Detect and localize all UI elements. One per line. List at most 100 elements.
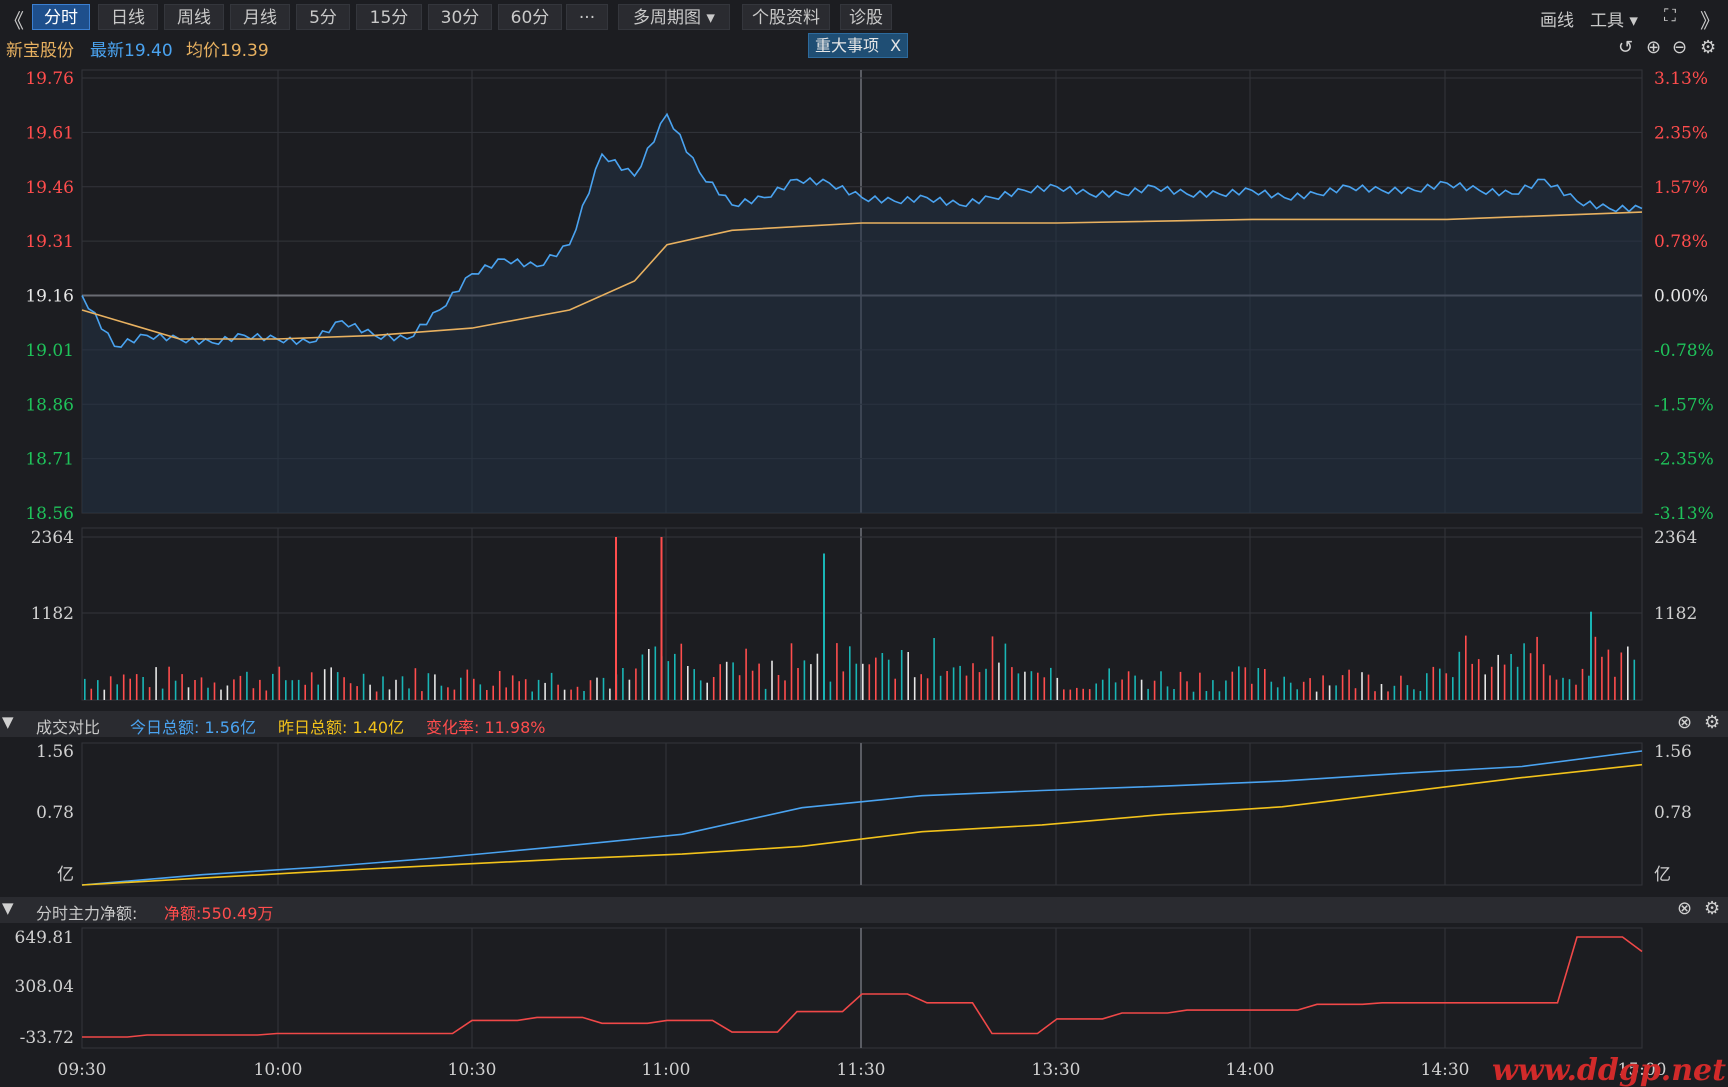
volume-bar: [1088, 689, 1091, 700]
zoom-in-icon[interactable]: ⊕: [1646, 37, 1662, 58]
mainflow-settings-icon[interactable]: ⚙: [1704, 898, 1721, 919]
volume-bar: [343, 677, 345, 700]
volume-bar: [965, 675, 968, 700]
fullscreen-icon[interactable]: ⛶: [1664, 6, 1676, 26]
volume-bar: [1354, 688, 1357, 700]
price-tick-label: 18.56: [25, 504, 74, 524]
settings-gear-icon[interactable]: ⚙: [1700, 37, 1717, 58]
tab-9[interactable]: 多周期图 ▾: [618, 4, 730, 30]
volume-bar: [1555, 679, 1558, 700]
tab-7[interactable]: 60分: [498, 4, 562, 30]
volume-bar: [946, 671, 948, 700]
zoom-out-icon[interactable]: ⊖: [1672, 37, 1688, 58]
volume-bar: [1140, 679, 1143, 700]
volume-bar: [1108, 668, 1110, 700]
volume-bar: [1614, 676, 1616, 700]
volume-bar: [771, 660, 773, 700]
change-rate: 变化率: 11.98%: [426, 718, 546, 737]
tab-0[interactable]: 分时: [32, 4, 90, 30]
close-turnover-icon[interactable]: ⊗: [1677, 712, 1693, 733]
close-mainflow-icon[interactable]: ⊗: [1677, 898, 1693, 919]
volume-bar: [894, 678, 896, 700]
tab-8[interactable]: ···: [566, 4, 608, 30]
tab-5[interactable]: 15分: [356, 4, 422, 30]
volume-bar: [1400, 675, 1402, 700]
volume-bar: [842, 671, 845, 700]
tab-6[interactable]: 30分: [428, 4, 492, 30]
mainflow-header: [0, 897, 1728, 923]
volume-bar: [1607, 649, 1610, 700]
volume-bar: [576, 686, 579, 700]
major-event-tag[interactable]: 重大事项 X: [808, 33, 909, 58]
volume-bar: [1257, 668, 1260, 700]
collapse-turnover-icon[interactable]: ▼: [2, 713, 14, 731]
price-tick-label: 19.61: [25, 123, 74, 143]
volume-bar: [492, 685, 494, 700]
volume-bar: [330, 667, 332, 700]
volume-peak-bar: [1590, 611, 1592, 700]
volume-bar: [667, 661, 670, 700]
volume-bar: [479, 684, 482, 700]
volume-bar: [362, 673, 365, 700]
tab-3[interactable]: 月线: [230, 4, 290, 30]
volume-bar: [265, 690, 268, 700]
volume-bar: [1497, 654, 1499, 700]
next-arrow[interactable]: 》: [1700, 9, 1720, 33]
volume-bar: [122, 674, 125, 700]
tab-10[interactable]: 个股资料: [742, 4, 830, 30]
volume-bar: [336, 672, 339, 700]
volume-bar: [109, 676, 112, 700]
prev-arrow[interactable]: 《: [4, 9, 24, 33]
volume-bar: [635, 668, 637, 700]
watermark: www.ddgp.net: [1492, 1053, 1726, 1087]
volume-bar: [706, 682, 708, 700]
tools-dropdown[interactable]: 工具 ▾: [1590, 11, 1638, 31]
volume-bar: [790, 643, 793, 700]
volume-bar: [1063, 689, 1065, 700]
volume-bar: [1166, 686, 1169, 700]
volume-bar: [1030, 671, 1033, 700]
tab-4[interactable]: 5分: [296, 4, 350, 30]
volume-bar: [200, 677, 203, 700]
volume-bar: [155, 667, 157, 700]
volume-bar: [550, 672, 553, 700]
volume-bar: [1516, 666, 1519, 700]
volume-bar: [1335, 685, 1337, 700]
volume-bar: [1251, 683, 1253, 700]
time-tick-label: 13:30: [1032, 1060, 1081, 1080]
undo-icon[interactable]: ↺: [1618, 37, 1634, 58]
volume-bar: [1037, 672, 1039, 700]
time-tick-label: 10:00: [254, 1060, 303, 1080]
volume-bar: [563, 689, 566, 700]
yesterday-total: 昨日总额: 1.40亿: [278, 718, 405, 737]
volume-bar: [259, 679, 261, 700]
volume-bar: [310, 672, 313, 700]
today-total: 今日总额: 1.56亿: [130, 718, 257, 737]
volume-bar: [434, 674, 436, 700]
volume-bar: [129, 678, 131, 700]
volume-bar: [1127, 671, 1130, 700]
mainflow-tick-label: 649.81: [15, 928, 74, 948]
volume-bar: [1283, 676, 1285, 700]
time-tick-label: 15:00: [1618, 1060, 1667, 1080]
time-tick-label: 09:30: [58, 1060, 107, 1080]
volume-bar: [460, 677, 462, 700]
volume-bar: [148, 687, 151, 700]
volume-bar: [648, 649, 650, 700]
volume-bar: [1432, 666, 1435, 700]
tab-1[interactable]: 日线: [98, 4, 158, 30]
collapse-mainflow-icon[interactable]: ▼: [2, 899, 14, 917]
turnover-settings-icon[interactable]: ⚙: [1704, 712, 1721, 733]
volume-bar: [297, 679, 300, 700]
tab-11[interactable]: 诊股: [840, 4, 892, 30]
turnover-header: [0, 711, 1728, 737]
volume-bar: [952, 667, 955, 700]
tab-2[interactable]: 周线: [164, 4, 224, 30]
draw-line-button[interactable]: 画线: [1540, 11, 1574, 31]
volume-bar: [557, 684, 559, 700]
volume-bar: [317, 684, 319, 700]
volume-bar: [537, 679, 540, 700]
volume-bar: [751, 670, 754, 700]
event-close-icon[interactable]: X: [890, 36, 902, 55]
